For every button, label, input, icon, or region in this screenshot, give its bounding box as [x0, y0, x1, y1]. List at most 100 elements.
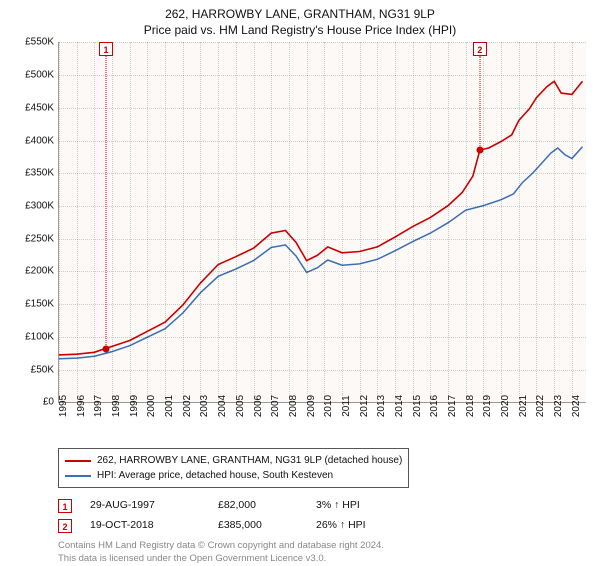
y-tick-label: £0: [43, 397, 54, 408]
x-tick-label: 2008: [288, 395, 299, 417]
y-tick-label: £550K: [25, 37, 54, 48]
x-tick-label: 2022: [535, 395, 546, 417]
x-tick-label: 2017: [447, 395, 458, 417]
gridline: [572, 42, 573, 402]
sale-row: 2 19-OCT-2018 £385,000 26% ↑ HPI: [58, 516, 586, 536]
y-tick-label: £150K: [25, 299, 54, 310]
x-tick-label: 2021: [518, 395, 529, 417]
legend-row: 262, HARROWBY LANE, GRANTHAM, NG31 9LP (…: [65, 453, 402, 468]
gridline: [59, 141, 586, 142]
sale-row-marker: 2: [58, 519, 72, 533]
gridline: [448, 42, 449, 402]
gridline: [59, 304, 586, 305]
x-tick-label: 2001: [164, 395, 175, 417]
y-tick-label: £350K: [25, 168, 54, 179]
sale-price: £385,000: [218, 516, 298, 536]
gridline: [59, 108, 586, 109]
gridline: [466, 42, 467, 402]
y-tick-label: £100K: [25, 331, 54, 342]
x-tick-label: 2006: [253, 395, 264, 417]
x-tick-label: 1999: [129, 395, 140, 417]
x-axis: 1995199619971998199920002001200220032004…: [58, 402, 586, 446]
gridline: [77, 42, 78, 402]
gridline: [395, 42, 396, 402]
legend-swatch: [65, 475, 91, 477]
gridline: [59, 271, 586, 272]
x-tick-label: 2003: [199, 395, 210, 417]
x-tick-label: 2002: [182, 395, 193, 417]
legend-label: 262, HARROWBY LANE, GRANTHAM, NG31 9LP (…: [97, 453, 402, 468]
legend-swatch: [65, 460, 91, 462]
plot: 12: [58, 42, 586, 403]
y-tick-label: £450K: [25, 102, 54, 113]
x-tick-label: 1995: [58, 395, 69, 417]
x-tick-label: 2014: [394, 395, 405, 417]
gridline: [324, 42, 325, 402]
sale-marker-line: [479, 56, 480, 150]
series-line-price_paid: [59, 82, 583, 356]
sale-hpi: 3% ↑ HPI: [316, 496, 416, 516]
sale-marker-line: [106, 56, 107, 348]
gridline: [112, 42, 113, 402]
gridline: [271, 42, 272, 402]
gridline: [59, 337, 586, 338]
gridline: [59, 239, 586, 240]
gridline: [307, 42, 308, 402]
gridline: [289, 42, 290, 402]
gridline: [165, 42, 166, 402]
x-tick-label: 2004: [217, 395, 228, 417]
legend-row: HPI: Average price, detached house, Sout…: [65, 468, 402, 483]
chart-title-address: 262, HARROWBY LANE, GRANTHAM, NG31 9LP: [14, 6, 586, 22]
y-tick-label: £200K: [25, 266, 54, 277]
x-tick-label: 2024: [571, 395, 582, 417]
gridline: [59, 206, 586, 207]
sale-hpi: 26% ↑ HPI: [316, 516, 416, 536]
x-tick-label: 2016: [429, 395, 440, 417]
gridline: [413, 42, 414, 402]
sale-row-marker: 1: [58, 499, 72, 513]
y-tick-label: £250K: [25, 233, 54, 244]
y-tick-label: £500K: [25, 70, 54, 81]
gridline: [94, 42, 95, 402]
sale-row: 1 29-AUG-1997 £82,000 3% ↑ HPI: [58, 496, 586, 516]
x-tick-label: 2007: [270, 395, 281, 417]
gridline: [519, 42, 520, 402]
gridline: [236, 42, 237, 402]
gridline: [554, 42, 555, 402]
sale-marker: 2: [473, 42, 487, 56]
gridline: [342, 42, 343, 402]
sale-dot: [103, 345, 110, 352]
y-tick-label: £50K: [31, 364, 54, 375]
gridline: [254, 42, 255, 402]
chart-title-sub: Price paid vs. HM Land Registry's House …: [14, 22, 586, 38]
x-tick-label: 2013: [376, 395, 387, 417]
y-tick-label: £400K: [25, 135, 54, 146]
x-tick-label: 1996: [76, 395, 87, 417]
gridline: [59, 370, 586, 371]
sale-dot: [476, 147, 483, 154]
gridline: [430, 42, 431, 402]
gridline: [501, 42, 502, 402]
x-tick-label: 2023: [553, 395, 564, 417]
x-tick-label: 2015: [412, 395, 423, 417]
x-tick-label: 2000: [146, 395, 157, 417]
sale-date: 29-AUG-1997: [90, 496, 200, 516]
gridline: [130, 42, 131, 402]
legend: 262, HARROWBY LANE, GRANTHAM, NG31 9LP (…: [58, 448, 409, 488]
gridline: [483, 42, 484, 402]
x-tick-label: 2011: [341, 396, 352, 418]
gridline: [59, 42, 60, 402]
gridline: [59, 173, 586, 174]
x-tick-label: 2012: [359, 395, 370, 417]
x-tick-label: 2010: [323, 395, 334, 417]
gridline: [183, 42, 184, 402]
attribution: Contains HM Land Registry data © Crown c…: [58, 540, 586, 566]
sale-price: £82,000: [218, 496, 298, 516]
gridline: [59, 75, 586, 76]
gridline: [200, 42, 201, 402]
sale-date: 19-OCT-2018: [90, 516, 200, 536]
gridline: [536, 42, 537, 402]
y-tick-label: £300K: [25, 201, 54, 212]
price-chart-container: 262, HARROWBY LANE, GRANTHAM, NG31 9LP P…: [0, 0, 600, 560]
attribution-line: Contains HM Land Registry data © Crown c…: [58, 540, 586, 553]
